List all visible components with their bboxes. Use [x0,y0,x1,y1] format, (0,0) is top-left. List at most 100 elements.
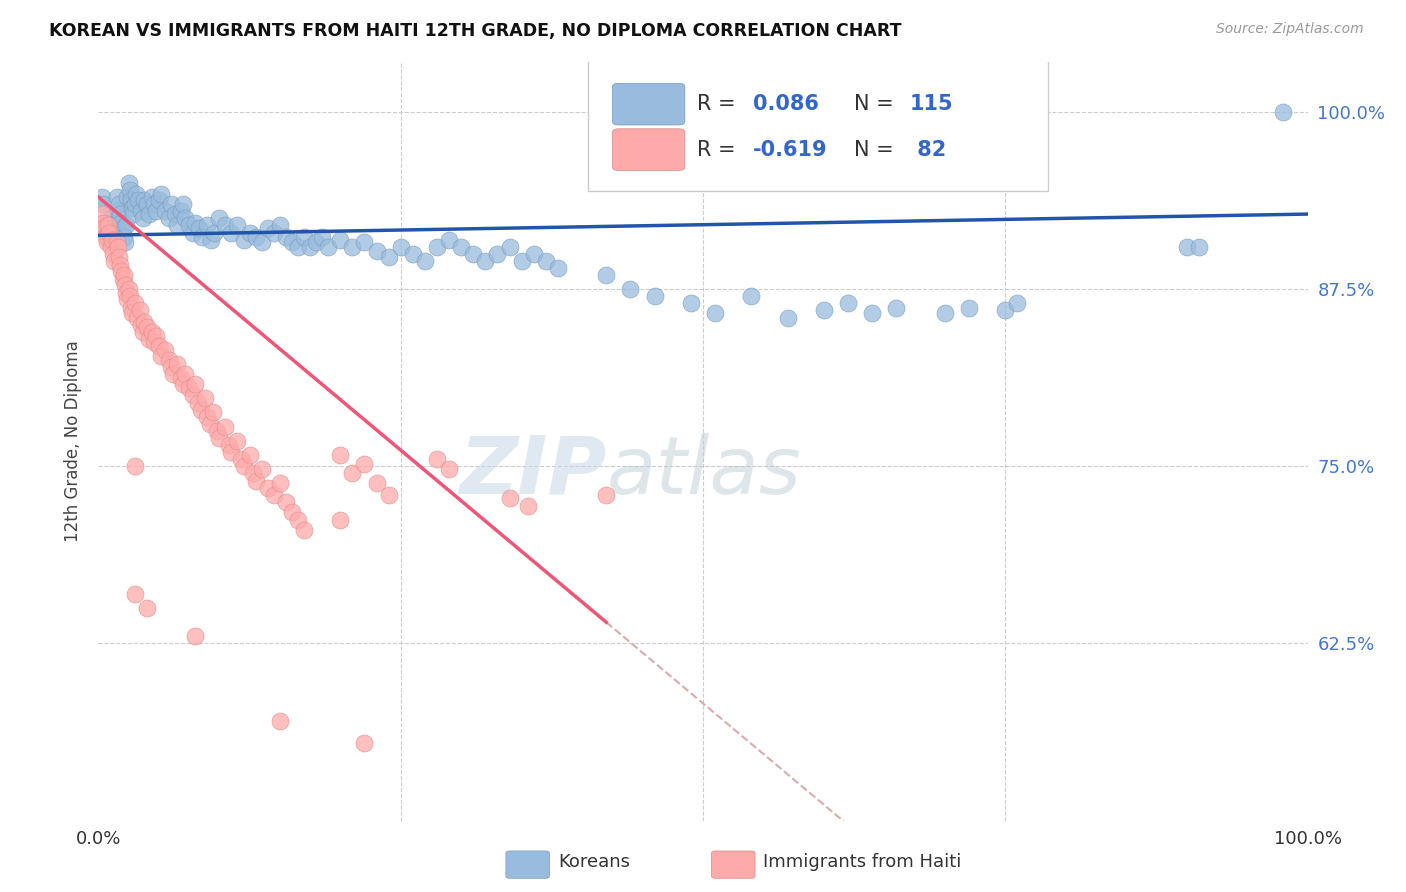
Point [110,264,132,278]
Point [644,289,666,303]
Point [191,229,214,244]
Point [329,233,352,247]
Point [426,452,449,467]
Point [263,226,285,240]
Text: 0.086: 0.086 [752,95,818,114]
Point [860,306,883,320]
Point [157,353,180,368]
Point [107,240,129,254]
Point [1272,105,1295,120]
Point [353,457,375,471]
Point [292,229,315,244]
Point [153,204,176,219]
Point [122,207,145,221]
Point [474,253,496,268]
Point [160,360,183,375]
Point [1007,296,1029,310]
Point [181,226,204,240]
Point [128,303,150,318]
Point [111,272,134,286]
Point [184,629,207,643]
Point [91,207,114,221]
Point [534,253,557,268]
Point [208,431,231,445]
Point [100,240,122,254]
Point [138,332,160,346]
Point [166,219,188,233]
Point [127,193,149,207]
Point [181,388,204,402]
Text: atlas: atlas [606,433,801,511]
Point [145,329,167,343]
Point [101,246,124,260]
Point [486,246,509,260]
Point [150,187,173,202]
Point [837,296,859,310]
Point [679,296,702,310]
Point [208,211,231,226]
FancyBboxPatch shape [613,128,685,170]
Point [121,306,143,320]
Point [118,176,141,190]
Point [299,240,322,254]
Text: Immigrants from Haiti: Immigrants from Haiti [763,854,962,871]
Point [187,221,209,235]
Point [218,438,240,452]
Point [143,334,166,349]
Point [232,233,254,247]
Point [342,240,364,254]
Point [108,197,131,211]
Point [274,495,297,509]
Point [353,235,375,250]
FancyBboxPatch shape [711,851,755,879]
Point [229,452,252,467]
Point [163,207,186,221]
Point [184,377,207,392]
Point [619,282,641,296]
Point [281,235,304,250]
FancyBboxPatch shape [506,851,550,879]
Point [316,240,339,254]
Point [157,211,180,226]
Point [117,190,139,204]
Point [124,197,146,211]
Point [148,339,170,353]
Point [160,197,183,211]
Point [118,289,141,303]
Point [100,219,122,233]
Point [174,211,197,226]
Point [269,714,291,729]
Point [242,467,264,481]
Point [118,282,141,296]
Point [437,462,460,476]
Point [205,424,228,438]
Point [96,235,118,250]
Text: Koreans: Koreans [558,854,630,871]
Point [221,445,243,459]
Point [91,197,114,211]
Point [112,229,135,244]
Point [141,190,163,204]
Point [463,246,485,260]
Point [377,250,399,264]
FancyBboxPatch shape [588,59,1047,191]
Text: 115: 115 [910,95,953,114]
Point [245,229,267,244]
Point [426,240,449,254]
Point [595,268,617,282]
Point [145,204,167,219]
Point [143,197,166,211]
Point [134,315,156,329]
Point [174,368,197,382]
Point [172,197,194,211]
Point [402,246,425,260]
Point [103,229,125,244]
Point [226,434,249,448]
Point [179,219,201,233]
Point [523,246,546,260]
Point [377,488,399,502]
Point [112,268,135,282]
Point [200,233,222,247]
Point [281,505,304,519]
Point [114,235,136,250]
